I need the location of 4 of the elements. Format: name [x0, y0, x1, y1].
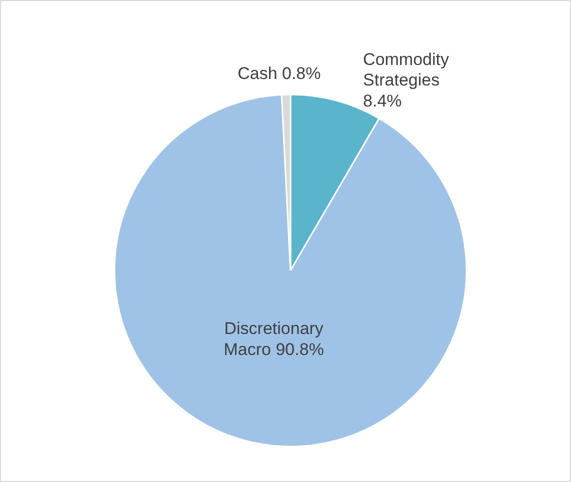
data-label: 8.4%: [363, 92, 402, 111]
slice-label: Commodity Strategies: [363, 50, 450, 90]
slice-label: Discretionary Macro 90.8%: [224, 318, 324, 359]
slice-label: Cash 0.8%: [238, 64, 321, 83]
